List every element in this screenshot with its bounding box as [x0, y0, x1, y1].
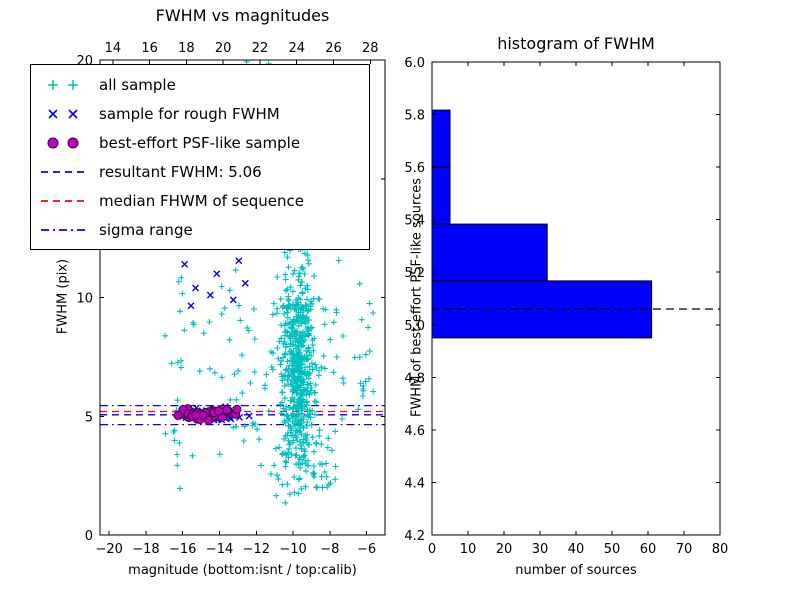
tick-label: 50: [604, 542, 621, 557]
tick-label: 10: [76, 292, 93, 307]
histogram-title: histogram of FWHM: [497, 34, 655, 53]
tick-label: 4.4: [404, 476, 425, 491]
series-sample-for-rough-fwhm: [180, 235, 253, 424]
tick-label: 5.2: [404, 266, 425, 281]
legend-marker-dashdot-line-icon: [41, 228, 89, 231]
tick-label: 80: [712, 542, 729, 557]
legend-label: best-effort PSF-like sample: [99, 133, 301, 152]
tick-label: 5: [85, 410, 93, 425]
tick-label: 30: [532, 542, 549, 557]
legend: all sample sample for rough FWHM best-effo…: [30, 64, 370, 250]
tick-label: 28: [362, 41, 379, 56]
histogram-ylabel: FWHM of best-effort PSF-like sources: [409, 177, 425, 418]
tick-label: −14: [206, 542, 233, 557]
legend-entry-4: median FHWM of sequence: [39, 186, 361, 215]
legend-marker-dashed-line-icon: [41, 199, 89, 202]
legend-entry-3: resultant FWHM: 5.06: [39, 157, 361, 186]
legend-marker-circle-icon: [47, 137, 79, 148]
tick-label: 24: [288, 41, 305, 56]
legend-entry-5: sigma range: [39, 215, 361, 244]
tick-label: 5.6: [404, 161, 425, 176]
histogram-xlabel: number of sources: [515, 563, 637, 578]
legend-label: resultant FWHM: 5.06: [99, 162, 262, 181]
tick-label: 26: [325, 41, 342, 56]
tick-label: 20: [496, 542, 513, 557]
tick-label: −12: [243, 542, 270, 557]
tick-label: 16: [141, 41, 158, 56]
legend-label: median FHWM of sequence: [99, 191, 304, 210]
series-best-effort-psf-like-sample: [173, 404, 242, 425]
scatter-xlabel: magnitude (bottom:isnt / top:calib): [128, 563, 357, 578]
legend-entry-0: all sample: [39, 70, 361, 99]
hist-bar: [431, 223, 548, 282]
tick-label: 4.2: [404, 529, 425, 544]
tick-label: 6.0: [404, 56, 425, 71]
tick-label: 20: [215, 41, 232, 56]
tick-label: 5.4: [404, 214, 425, 229]
tick-label: 5.8: [404, 109, 425, 124]
tick-label: −20: [95, 542, 122, 557]
legend-label: sigma range: [99, 220, 193, 239]
tick-label: 70: [676, 542, 693, 557]
tick-label: −18: [132, 542, 159, 557]
tick-label: 22: [252, 41, 269, 56]
legend-label: sample for rough FWHM: [99, 104, 280, 123]
tick-label: 14: [105, 41, 122, 56]
legend-marker-x-icon: [48, 108, 78, 119]
hist-bar: [431, 166, 451, 225]
legend-entry-1: sample for rough FWHM: [39, 99, 361, 128]
tick-label: 0: [428, 542, 436, 557]
scatter-plot-title: FWHM vs magnitudes: [155, 6, 330, 25]
series-all-sample: [162, 60, 377, 506]
tick-label: 4.6: [404, 424, 425, 439]
histogram-bars: [431, 109, 653, 339]
hist-bar: [431, 109, 451, 168]
tick-label: −8: [320, 542, 339, 557]
tick-label: 0: [85, 529, 93, 544]
legend-marker-plus-icon: [48, 79, 78, 90]
tick-label: 10: [460, 542, 477, 557]
tick-label: 4.8: [404, 371, 425, 386]
tick-label: 40: [568, 542, 585, 557]
tick-label: −6: [357, 542, 376, 557]
tick-label: −16: [169, 542, 196, 557]
tick-label: 60: [640, 542, 657, 557]
legend-label: all sample: [99, 75, 176, 94]
tick-label: 5.0: [404, 319, 425, 334]
tick-label: 18: [178, 41, 195, 56]
legend-entry-2: best-effort PSF-like sample: [39, 128, 361, 157]
scatter-plot-data: [100, 60, 385, 506]
tick-label: −10: [279, 542, 306, 557]
legend-marker-dashed-line-icon: [41, 170, 89, 173]
